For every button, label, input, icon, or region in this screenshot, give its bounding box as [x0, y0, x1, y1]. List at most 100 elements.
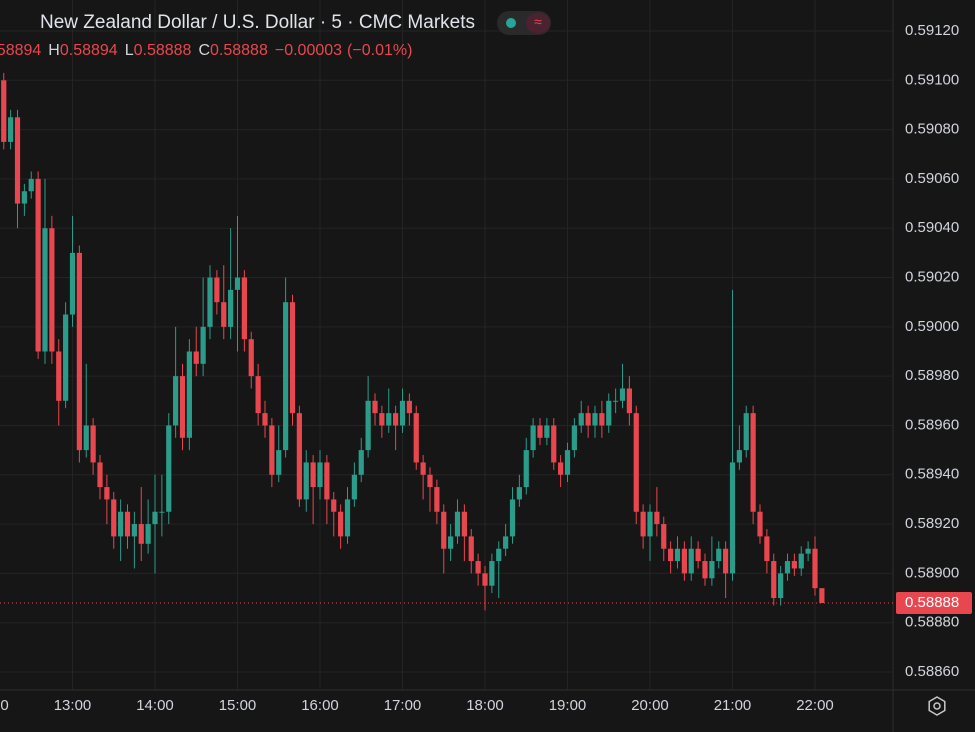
- candle-body: [791, 561, 797, 569]
- candle-body: [56, 351, 62, 401]
- candle-body: [516, 487, 522, 500]
- candle-body: [530, 425, 536, 451]
- candle-body: [434, 487, 440, 512]
- candle-body: [200, 326, 206, 364]
- candle-body: [207, 277, 213, 327]
- candle-body: [138, 524, 144, 544]
- ohlc-value: 0.58894: [60, 42, 118, 59]
- candle-body: [159, 511, 165, 513]
- candle-body: [764, 536, 770, 562]
- candle-body: [468, 536, 474, 562]
- candle-body: [544, 425, 550, 438]
- candle-body: [69, 252, 76, 315]
- plot-area: [0, 72, 893, 611]
- candle-body: [661, 524, 667, 549]
- status-icon: [526, 13, 550, 33]
- change-pct: (−0.01%): [347, 42, 412, 59]
- candle-body: [523, 450, 529, 488]
- candle-body: [619, 388, 626, 401]
- candle-body: [241, 277, 247, 340]
- candle-body: [83, 425, 89, 451]
- candle-body: [276, 450, 282, 475]
- candle-body: [35, 178, 41, 352]
- y-tick-label: 0.59020: [905, 269, 959, 286]
- candle-body: [296, 413, 302, 500]
- candle-body: [255, 376, 261, 414]
- ohlc-value: 0.58888: [134, 42, 192, 59]
- candle-body: [771, 561, 777, 599]
- last-price-tag: [896, 591, 972, 614]
- candle-body: [681, 548, 687, 574]
- candle-body: [812, 548, 818, 589]
- candle-body: [784, 561, 791, 574]
- candle-body: [592, 413, 598, 426]
- candle-body: [441, 511, 447, 549]
- candle-body: [145, 524, 151, 544]
- change: −0.00003: [275, 42, 342, 59]
- candle-body: [482, 573, 488, 586]
- candle-body: [613, 400, 619, 402]
- candle-body: [585, 413, 591, 426]
- candle-body: [21, 191, 27, 204]
- x-tick-label: 17:00: [384, 697, 422, 714]
- candle-body: [283, 302, 289, 451]
- candle-body: [289, 302, 296, 414]
- ohlc-key: L: [125, 42, 134, 59]
- candle-body: [303, 462, 309, 500]
- ohlc-value: 0.58888: [210, 42, 268, 59]
- axes: 0.58860 0.58880 0.58900 0.58920 0.58940 0.589…: [0, 22, 972, 714]
- candle-body: [413, 413, 419, 463]
- candle-body: [688, 548, 694, 574]
- candle-body: [152, 511, 158, 525]
- candle-body: [63, 314, 69, 401]
- candle-body: [248, 339, 254, 377]
- candle-body: [736, 450, 742, 463]
- x-tick-label: 22:00: [796, 697, 834, 714]
- y-tick-label: 0.59100: [905, 71, 959, 88]
- candle-body: [1, 80, 7, 142]
- candle-body: [262, 413, 268, 426]
- candle-body: [399, 400, 406, 426]
- candle-body: [778, 573, 784, 599]
- candle-body: [379, 413, 385, 426]
- candle-body: [406, 400, 412, 414]
- candle-body: [28, 178, 34, 192]
- candle-body: [97, 462, 103, 488]
- ohlc-key: C: [198, 42, 210, 59]
- candle-body: [427, 474, 433, 488]
- y-tick-label: 0.59120: [905, 22, 959, 39]
- candle-body: [503, 536, 509, 549]
- candle-body: [111, 499, 117, 537]
- candle-body: [104, 487, 110, 500]
- candle-body: [193, 351, 199, 364]
- y-tick-label: 0.58940: [905, 466, 959, 483]
- x-tick-label: 15:00: [219, 697, 257, 714]
- candle-body: [509, 499, 516, 537]
- candle-body: [461, 511, 467, 537]
- x-tick-label: 20:00: [631, 697, 669, 714]
- candle-body: [654, 511, 660, 525]
- candle-body: [551, 425, 557, 463]
- candle-body: [496, 548, 502, 562]
- settings-icon[interactable]: [928, 696, 946, 716]
- x-tick-label: 16:00: [301, 697, 339, 714]
- ohlc-line: O0.58894H0.58894L0.58888C0.58888−0.00003…: [0, 42, 412, 59]
- candle-body: [269, 425, 275, 475]
- x-tick-label: 19:00: [549, 697, 587, 714]
- candle-body: [640, 511, 646, 537]
- candle-body: [179, 376, 186, 438]
- candle-body: [76, 252, 82, 451]
- candle-body: [186, 351, 192, 438]
- y-tick-label: 0.58880: [905, 614, 959, 631]
- candle-body: [750, 413, 756, 512]
- candle-body: [674, 548, 681, 562]
- candle-body: [42, 228, 48, 352]
- candle-body: [626, 388, 632, 414]
- candle-body: [729, 462, 736, 574]
- candle-body: [647, 511, 653, 537]
- y-tick-label: 0.59000: [905, 318, 959, 335]
- ohlc-value: 0.58894: [0, 42, 41, 59]
- candle-body: [454, 511, 461, 537]
